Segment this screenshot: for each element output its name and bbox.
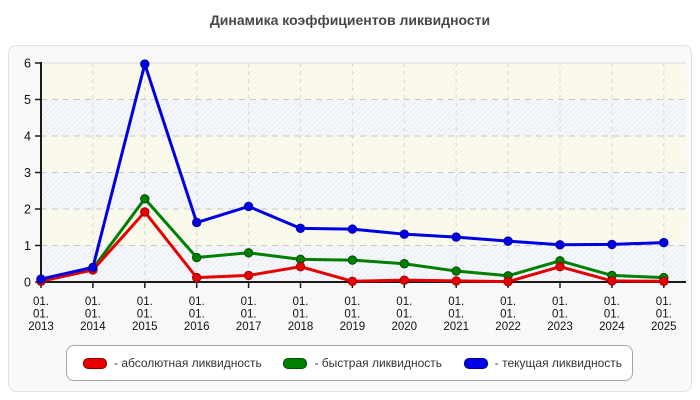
svg-text:4: 4 bbox=[24, 130, 31, 144]
legend-item-absolute: - абсолютная ликвидность bbox=[83, 356, 262, 370]
svg-text:01.01.2016: 01. 01. 2016 bbox=[184, 296, 210, 333]
svg-text:01.01.2015: 01. 01. 2015 bbox=[132, 296, 158, 333]
liquidity-line-chart: 0 1 2 3 4 5 6 01. 01. 2013 01. 01. 2014 01. 01. 2015 01.… bbox=[24, 57, 686, 333]
svg-text:1: 1 bbox=[24, 239, 31, 253]
legend-item-quick: - быстрая ликвидность bbox=[283, 356, 442, 370]
svg-text:01.01.2020: 01. 01. 2020 bbox=[392, 296, 418, 333]
svg-text:01.01.2019: 01. 01. 2019 bbox=[340, 296, 366, 333]
legend-item-current: - текущая ликвидность bbox=[463, 356, 622, 370]
chart-panel: 0 1 2 3 4 5 6 01. 01. 2013 01. 01. 2014 01. 01. 2015 01.… bbox=[8, 45, 692, 392]
svg-text:01.01.2021: 01. 01. 2021 bbox=[443, 296, 469, 333]
svg-text:2: 2 bbox=[24, 203, 31, 217]
legend-label-quick: - быстрая ликвидность bbox=[314, 356, 443, 370]
svg-text:0: 0 bbox=[24, 276, 31, 290]
svg-text:01.01.2013: 01. 01. 2013 bbox=[28, 296, 54, 333]
svg-text:01.01.2014: 01. 01. 2014 bbox=[80, 296, 106, 333]
svg-text:5: 5 bbox=[24, 93, 31, 107]
svg-text:01.01.2023: 01. 01. 2023 bbox=[547, 296, 573, 333]
chart-legend: - абсолютная ликвидность - быстрая ликви… bbox=[66, 345, 633, 381]
legend-swatch-absolute bbox=[83, 357, 107, 369]
svg-text:01.01.2022: 01. 01. 2022 bbox=[495, 296, 521, 333]
legend-label-absolute: - абсолютная ликвидность bbox=[114, 356, 262, 370]
legend-swatch-current bbox=[463, 357, 488, 369]
svg-text:01.01.2024: 01. 01. 2024 bbox=[599, 296, 625, 333]
chart-title: Динамика коэффициентов ликвидности bbox=[209, 12, 491, 28]
svg-text:6: 6 bbox=[24, 57, 31, 71]
svg-text:01.01.2018: 01. 01. 2018 bbox=[288, 296, 314, 333]
svg-text:3: 3 bbox=[24, 166, 31, 180]
svg-text:01.01.2025: 01. 01. 2025 bbox=[651, 296, 677, 333]
legend-swatch-quick bbox=[283, 357, 308, 369]
svg-text:01.01.2017: 01. 01. 2017 bbox=[236, 296, 262, 333]
legend-label-current: - текущая ликвидность bbox=[494, 356, 622, 370]
